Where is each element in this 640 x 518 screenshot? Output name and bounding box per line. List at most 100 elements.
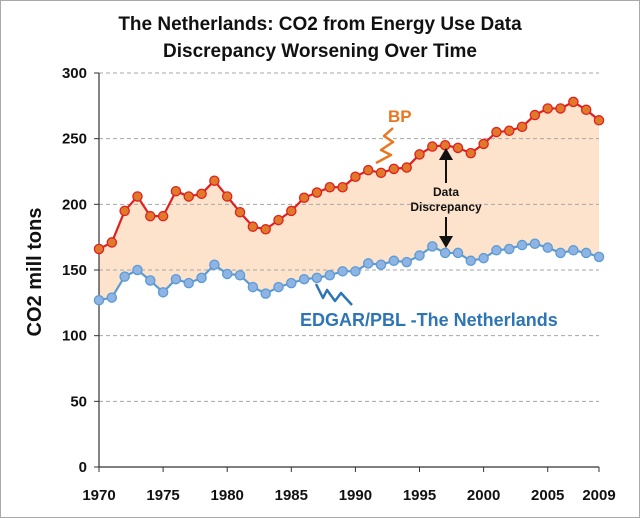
edgar-point-1977	[183, 277, 194, 289]
bp-point-1993	[388, 163, 400, 175]
annotation-arrowhead-down	[439, 236, 453, 248]
bp-point-2000	[478, 138, 489, 150]
x-tick-label-2009: 2009	[582, 487, 615, 504]
x-tick-label-2005: 2005	[531, 487, 564, 504]
bp-point-1978	[196, 188, 207, 200]
y-tick-label-150: 150	[62, 262, 87, 279]
bp-point-1983	[260, 224, 271, 235]
edgar-point-1993	[388, 255, 400, 267]
edgar-point-1989	[337, 266, 348, 277]
bp-point-1981	[234, 206, 246, 218]
bp-point-1972	[119, 205, 130, 217]
bp-point-1998	[452, 142, 464, 154]
bp-point-2009	[593, 115, 605, 126]
bp-point-1985	[286, 205, 297, 217]
x-tick-label-1975: 1975	[146, 487, 179, 504]
bp-point-1995	[414, 149, 425, 160]
edgar-line	[98, 242, 600, 302]
y-tick-label-0: 0	[79, 459, 87, 476]
bp-point-1989	[337, 182, 348, 193]
bp-point-1992	[375, 167, 387, 179]
edgar-point-1982	[247, 281, 259, 293]
edgar-series-label: EDGAR/PBL -The Netherlands	[300, 310, 558, 330]
bp-point-1999	[465, 147, 477, 159]
bp-point-2008	[580, 104, 592, 116]
y-axis-label: CO2 mill tons	[24, 208, 46, 337]
bp-point-1990	[350, 171, 361, 183]
bp-point-1994	[401, 162, 412, 173]
y-tick-label-100: 100	[62, 328, 87, 345]
bp-point-2005	[542, 103, 553, 114]
edgar-label-squiggle	[314, 283, 353, 306]
x-tick-label-1970: 1970	[82, 487, 115, 504]
edgar-point-1990	[350, 266, 361, 277]
y-tick-label-200: 200	[62, 196, 87, 213]
bp-point-2004	[529, 109, 541, 121]
bp-point-1974	[145, 210, 156, 222]
x-tick-label-1985: 1985	[275, 487, 308, 504]
edgar-point-2002	[504, 243, 515, 255]
edgar-point-1983	[260, 288, 271, 299]
edgar-point-1996	[427, 241, 438, 252]
edgar-point-1991	[362, 258, 374, 269]
edgar-point-2004	[529, 238, 541, 249]
edgar-point-1971	[106, 292, 118, 303]
edgar-point-1997	[439, 247, 451, 259]
edgar-point-1998	[452, 247, 464, 259]
chart-title-line-2: Discrepancy Worsening Over Time	[163, 41, 477, 62]
y-tick-label-50: 50	[70, 393, 87, 410]
edgar-point-1975	[157, 287, 169, 298]
bp-label-squiggle	[375, 127, 395, 165]
bp-point-1984	[273, 214, 284, 226]
edgar-point-1979	[209, 259, 220, 270]
edgar-point-1973	[132, 264, 143, 276]
y-tick-label-250: 250	[62, 131, 87, 148]
edgar-point-1986	[298, 273, 310, 285]
annotation-arrowhead-up	[439, 148, 453, 160]
edgar-point-1992	[375, 259, 387, 270]
bp-point-1976	[170, 185, 182, 197]
edgar-point-2000	[478, 252, 489, 264]
edgar-point-1974	[145, 275, 156, 286]
edgar-point-1985	[286, 277, 297, 289]
bp-point-2007	[568, 96, 579, 108]
edgar-point-1976	[170, 273, 182, 285]
bp-point-1977	[183, 191, 194, 202]
bp-point-1970	[93, 243, 105, 255]
bp-point-1971	[106, 237, 118, 248]
edgar-point-1994	[401, 256, 412, 268]
chart-title-line-1: The Netherlands: CO2 from Energy Use Dat…	[118, 14, 522, 35]
annotation-data: Data	[433, 185, 459, 199]
bp-point-1991	[362, 164, 374, 176]
edgar-point-1970	[93, 294, 105, 306]
bp-point-1979	[209, 175, 220, 186]
annotation-discrepancy: Discrepancy	[410, 200, 482, 214]
edgar-point-2006	[555, 247, 566, 259]
x-tick-label-1980: 1980	[211, 487, 244, 504]
bp-point-1997	[439, 139, 451, 151]
x-tick-label-2000: 2000	[467, 487, 500, 504]
edgar-point-1995	[414, 250, 425, 261]
edgar-point-2008	[580, 247, 592, 259]
bp-point-1975	[157, 210, 169, 222]
bp-point-1986	[298, 192, 310, 204]
edgar-point-2001	[491, 245, 502, 256]
edgar-point-1978	[196, 272, 207, 284]
edgar-point-1981	[234, 270, 246, 281]
bp-series-label: BP	[388, 107, 412, 126]
x-tick-label-1995: 1995	[403, 487, 436, 504]
bp-line	[98, 100, 600, 250]
edgar-point-1987	[311, 272, 323, 284]
bp-point-2006	[555, 103, 566, 114]
y-tick-label-300: 300	[62, 65, 87, 82]
edgar-point-1988	[324, 270, 336, 281]
bp-point-1982	[247, 221, 259, 232]
bp-point-2003	[516, 121, 528, 133]
edgar-point-1984	[273, 281, 284, 293]
bp-point-1973	[132, 191, 143, 202]
bp-point-1988	[324, 182, 336, 193]
bp-point-2002	[504, 125, 515, 137]
edgar-point-2007	[568, 245, 579, 256]
edgar-point-1972	[119, 271, 130, 282]
